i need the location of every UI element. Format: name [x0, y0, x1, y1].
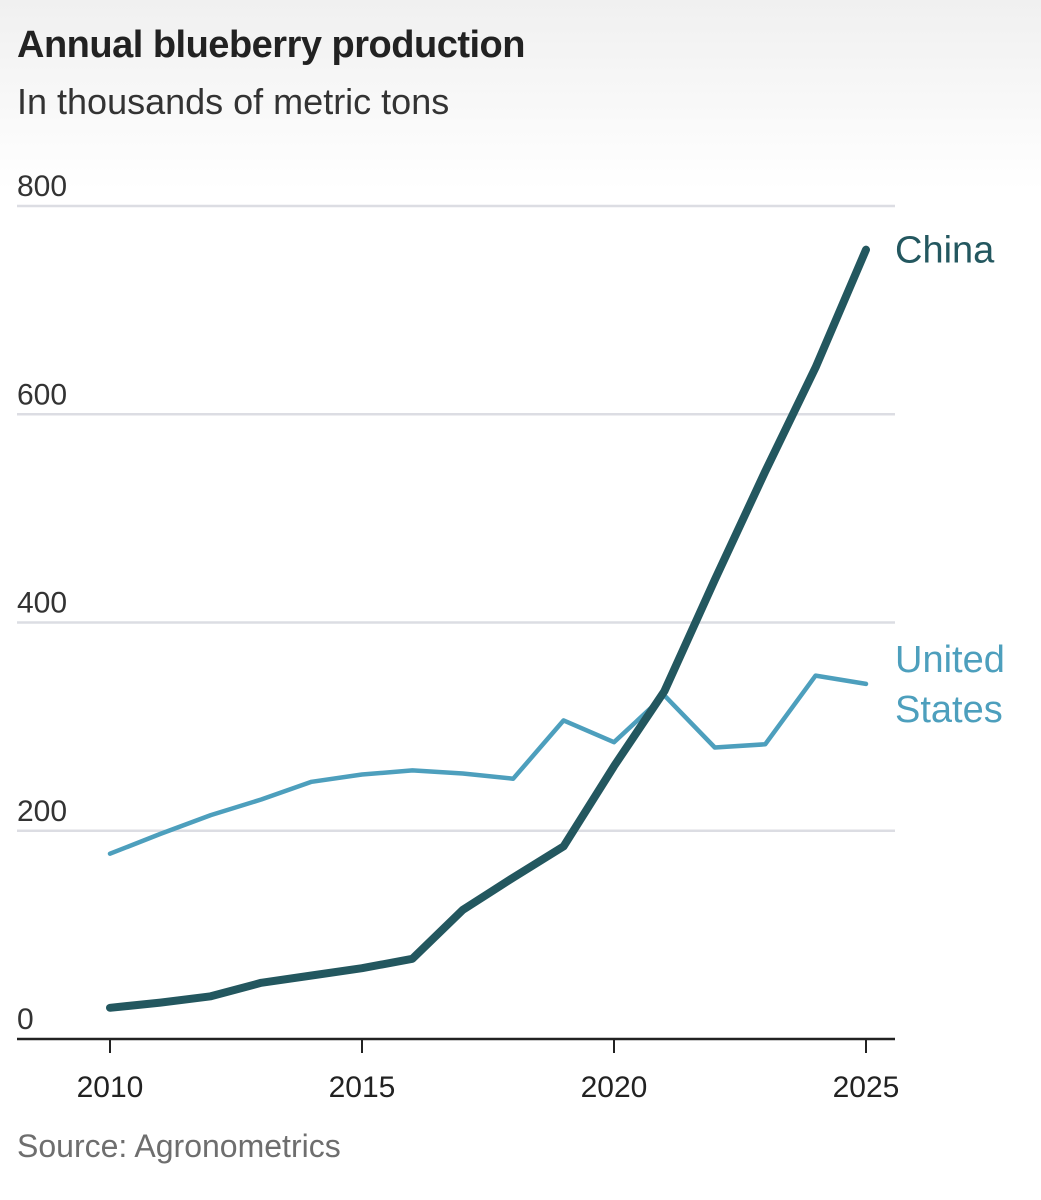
series-label-line: China [895, 230, 995, 272]
source-note: Source: Agronometrics [17, 1128, 341, 1164]
chart-title: Annual blueberry production [17, 24, 525, 66]
x-tick-label: 2015 [329, 1071, 396, 1104]
series-label-china: China [895, 230, 995, 272]
series-label-line: United [895, 639, 1005, 681]
x-tick-label: 2025 [833, 1071, 900, 1104]
y-tick-label: 400 [17, 587, 67, 620]
series-label-line: States [895, 689, 1003, 731]
y-tick-label: 800 [17, 170, 67, 203]
x-axis: 2010 2015 2020 2025 [17, 1037, 900, 1104]
x-tick-label: 2020 [581, 1071, 648, 1104]
series-line-china [106, 245, 870, 1012]
series-lines [106, 245, 870, 1012]
x-tick-label: 2010 [77, 1071, 144, 1104]
y-tick-label: 200 [17, 795, 67, 828]
series-label-united-states: United States [895, 639, 1005, 731]
gridlines [17, 204, 895, 832]
series-labels: United States China [895, 230, 1005, 731]
series-line-united-states [107, 673, 869, 856]
y-tick-label: 600 [17, 378, 67, 411]
y-tick-label: 0 [17, 1003, 34, 1036]
chart-subtitle: In thousands of metric tons [17, 81, 450, 122]
y-axis-ticks: 0 200 400 600 800 [17, 170, 67, 1036]
